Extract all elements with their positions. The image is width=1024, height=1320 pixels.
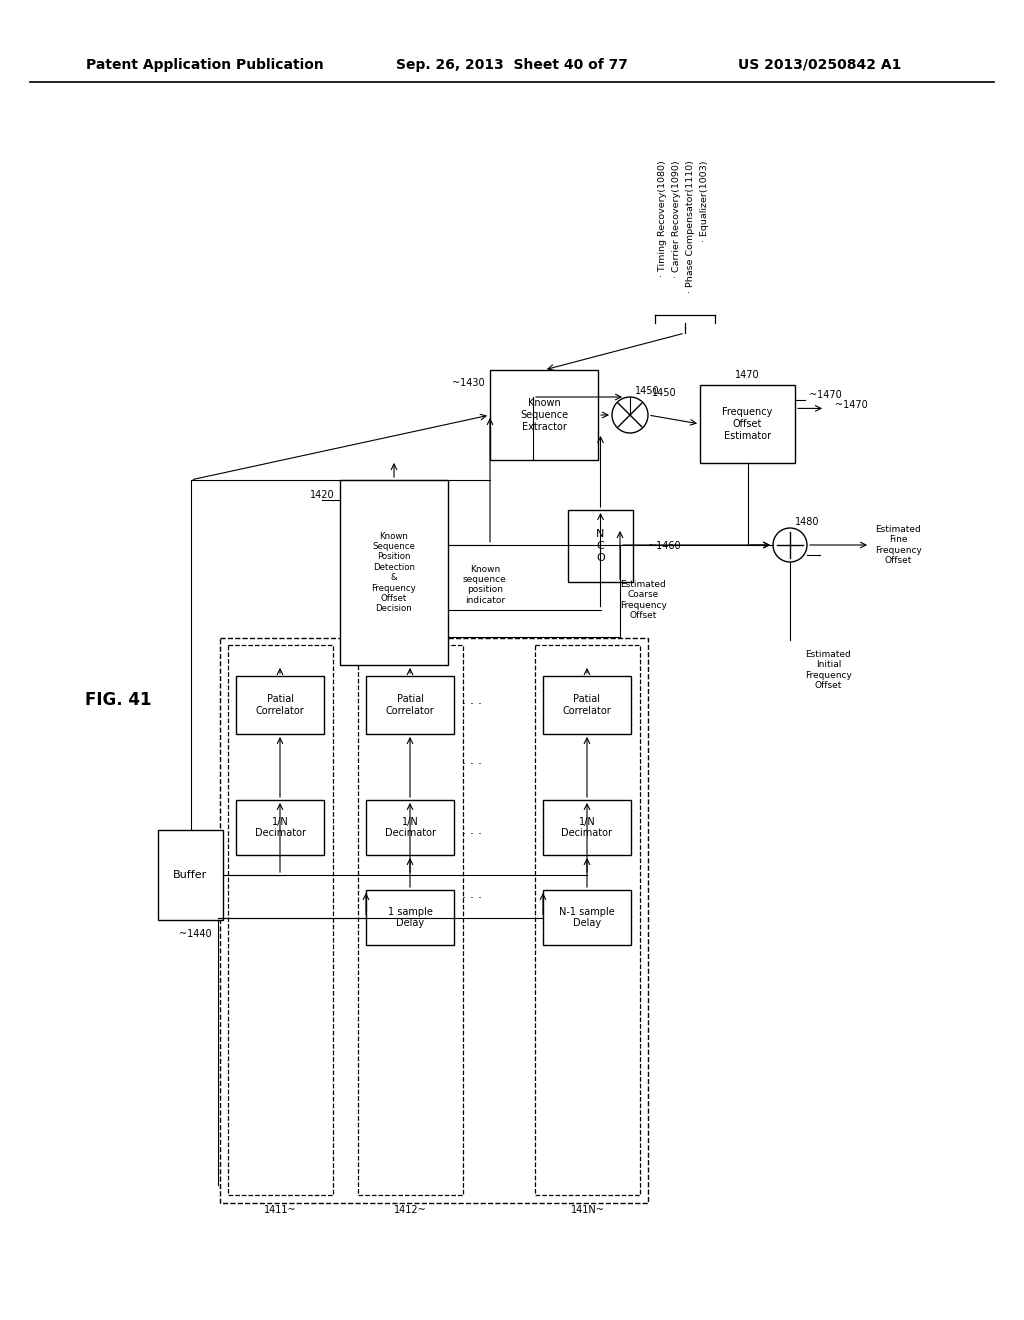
Text: Buffer: Buffer: [173, 870, 208, 880]
Bar: [490, 370, 598, 459]
Text: 1450: 1450: [652, 388, 677, 399]
Bar: [543, 890, 631, 945]
Text: Frequency
Offset
Estimator: Frequency Offset Estimator: [722, 408, 773, 441]
Text: 1480: 1480: [795, 517, 819, 527]
Bar: [535, 645, 640, 1195]
Text: Patent Application Publication: Patent Application Publication: [86, 58, 324, 73]
Text: · Carrier Recovery(1090): · Carrier Recovery(1090): [672, 160, 681, 277]
Bar: [366, 890, 454, 945]
Text: · Timing Recovery(1080): · Timing Recovery(1080): [658, 160, 667, 277]
Text: N-1 sample
Delay: N-1 sample Delay: [559, 907, 614, 928]
Text: Known
Sequence
Extractor: Known Sequence Extractor: [520, 399, 568, 432]
Circle shape: [773, 528, 807, 562]
Text: Patial
Correlator: Patial Correlator: [562, 694, 611, 715]
Bar: [358, 645, 463, 1195]
Text: · Phase Compensator(1110): · Phase Compensator(1110): [686, 160, 695, 293]
Text: . . .: . . .: [462, 824, 482, 837]
Bar: [236, 676, 324, 734]
Text: 1450: 1450: [635, 385, 659, 396]
Text: 1412~: 1412~: [394, 1205, 427, 1214]
Text: Patial
Correlator: Patial Correlator: [256, 694, 304, 715]
Text: ~1460: ~1460: [648, 541, 681, 550]
Text: Estimated
Coarse
Frequency
Offset: Estimated Coarse Frequency Offset: [620, 579, 667, 620]
Text: ~1470: ~1470: [835, 400, 867, 411]
Bar: [340, 480, 449, 665]
Text: 1470: 1470: [735, 370, 760, 380]
Text: 1 sample
Delay: 1 sample Delay: [387, 907, 432, 928]
Bar: [158, 830, 223, 920]
Text: 1/N
Decimator: 1/N Decimator: [255, 817, 305, 838]
Text: . . .: . . .: [462, 754, 482, 767]
Bar: [568, 510, 633, 582]
Bar: [228, 645, 333, 1195]
Bar: [366, 676, 454, 734]
Text: Sep. 26, 2013  Sheet 40 of 77: Sep. 26, 2013 Sheet 40 of 77: [396, 58, 628, 73]
Text: ~1440: ~1440: [179, 929, 212, 939]
Text: ~1430: ~1430: [453, 378, 485, 388]
Text: Estimated
Initial
Frequency
Offset: Estimated Initial Frequency Offset: [805, 649, 852, 690]
Text: . . .: . . .: [462, 693, 482, 706]
Text: 1411~: 1411~: [264, 1205, 297, 1214]
Bar: [543, 676, 631, 734]
Text: Known
Sequence
Position
Detection
&
Frequency
Offset
Decision: Known Sequence Position Detection & Freq…: [372, 532, 417, 614]
Bar: [543, 800, 631, 855]
Bar: [220, 638, 648, 1203]
Bar: [236, 800, 324, 855]
Text: 141N~: 141N~: [570, 1205, 604, 1214]
Text: Patial
Correlator: Patial Correlator: [386, 694, 434, 715]
Circle shape: [612, 397, 648, 433]
Text: · Equalizer(1003): · Equalizer(1003): [700, 160, 709, 242]
Bar: [366, 800, 454, 855]
Text: FIG. 41: FIG. 41: [85, 690, 152, 709]
Text: Known
sequence
position
indicator: Known sequence position indicator: [463, 565, 507, 605]
Text: 1/N
Decimator: 1/N Decimator: [561, 817, 612, 838]
Text: US 2013/0250842 A1: US 2013/0250842 A1: [738, 58, 902, 73]
Text: ~1470: ~1470: [809, 389, 842, 400]
Text: 1/N
Decimator: 1/N Decimator: [384, 817, 435, 838]
Bar: [700, 385, 795, 463]
Text: Estimated
Fine
Frequency
Offset: Estimated Fine Frequency Offset: [874, 525, 922, 565]
Text: . . .: . . .: [462, 888, 482, 902]
Text: N
C
O: N C O: [596, 529, 605, 562]
Text: 1420: 1420: [310, 490, 335, 500]
